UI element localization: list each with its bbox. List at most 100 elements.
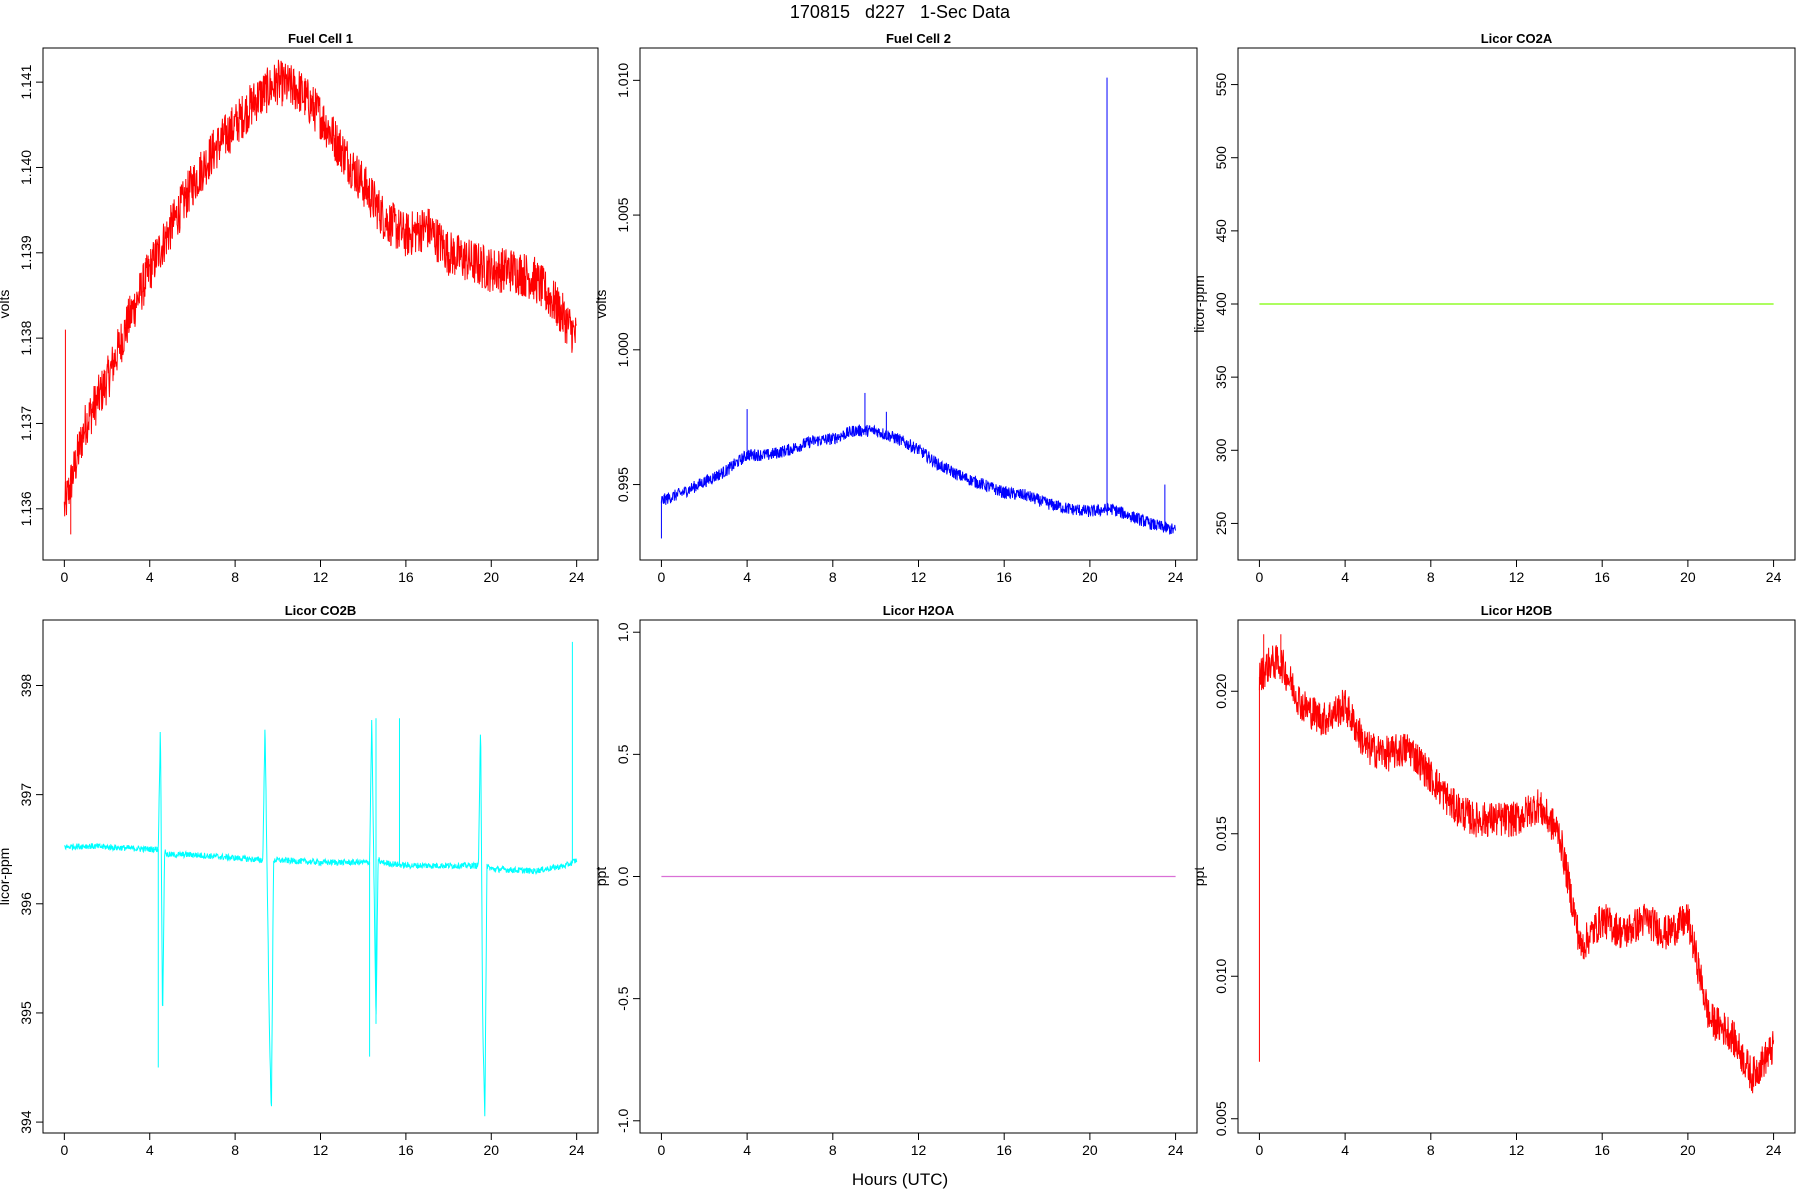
- x-tick-label: 12: [911, 1142, 927, 1158]
- x-tick-label: 4: [743, 569, 751, 585]
- x-tick-label: 20: [1680, 569, 1696, 585]
- figure-title: 170815 d227 1-Sec Data: [789, 2, 1011, 22]
- y-tick-label: 396: [18, 892, 34, 916]
- panel-title: Fuel Cell 2: [886, 31, 951, 46]
- panel-title: Licor CO2B: [285, 603, 357, 618]
- y-tick-label: 1.136: [18, 491, 34, 526]
- x-tick-label: 8: [231, 1142, 239, 1158]
- x-tick-label: 24: [1766, 569, 1782, 585]
- panel-title: Licor H2OA: [883, 603, 955, 618]
- x-tick-label: 20: [1680, 1142, 1696, 1158]
- y-tick-label: 1.010: [615, 63, 631, 98]
- y-tick-label: 0.0: [615, 867, 631, 887]
- y-axis-label: volts: [0, 290, 12, 319]
- y-axis-label: ppt: [1191, 867, 1207, 887]
- panel-1: Fuel Cell 2 volts 0 4 8 12 16 20 24 0.995 1.000 1.0…: [593, 31, 1198, 585]
- y-tick-label: 1.000: [615, 332, 631, 367]
- x-tick-label: 24: [569, 569, 585, 585]
- y-tick-label: 1.139: [18, 235, 34, 270]
- x-tick-label: 8: [829, 569, 837, 585]
- panel-3: Licor CO2B licor-ppm 0 4 8 12 16 20 24 394 395 396 3…: [0, 603, 599, 1158]
- panel-title: Licor H2OB: [1481, 603, 1553, 618]
- x-tick-label: 4: [146, 1142, 154, 1158]
- y-axis-label: licor-ppm: [0, 848, 12, 906]
- x-tick-label: 4: [1341, 1142, 1349, 1158]
- y-tick-label: 398: [18, 674, 34, 698]
- x-tick-label: 12: [911, 569, 927, 585]
- data-line: [64, 719, 578, 1117]
- panel-2: Licor CO2A licor-ppm 0 4 8 12 16 20 24 250 300 350 4…: [1191, 31, 1796, 585]
- x-tick-label: 0: [60, 1142, 68, 1158]
- x-tick-label: 0: [1256, 1142, 1264, 1158]
- x-tick-label: 24: [569, 1142, 585, 1158]
- y-tick-label: 397: [18, 783, 34, 807]
- y-tick-label: 250: [1213, 512, 1229, 536]
- y-tick-label: 400: [1213, 292, 1229, 316]
- x-tick-label: 16: [996, 569, 1012, 585]
- y-tick-label: 0.995: [615, 467, 631, 502]
- x-tick-label: 16: [1594, 1142, 1610, 1158]
- x-tick-label: 16: [398, 1142, 414, 1158]
- data-line: [660, 424, 1177, 535]
- x-tick-label: 8: [829, 1142, 837, 1158]
- x-tick-label: 8: [1427, 1142, 1435, 1158]
- x-tick-label: 12: [1509, 1142, 1525, 1158]
- x-tick-label: 16: [398, 569, 414, 585]
- x-tick-label: 0: [1256, 569, 1264, 585]
- panel-4: Licor H2OA ppt 0 4 8 12 16 20 24 -1.0 -0.5 0.0 0.5 1.…: [593, 603, 1198, 1158]
- y-tick-label: 1.138: [18, 320, 34, 355]
- panel-title: Fuel Cell 1: [288, 31, 353, 46]
- x-tick-label: 24: [1168, 1142, 1184, 1158]
- plot-frame: [1237, 619, 1796, 1134]
- x-tick-label: 4: [743, 1142, 751, 1158]
- y-tick-label: -1.0: [615, 1109, 631, 1133]
- y-tick-label: 1.141: [18, 64, 34, 99]
- x-tick-label: 0: [658, 569, 666, 585]
- panel-5: Licor H2OB ppt 0 4 8 12 16 20 24 0.005 0.010 0.015 0…: [1191, 603, 1796, 1158]
- x-tick-label: 20: [1082, 1142, 1098, 1158]
- x-tick-label: 8: [231, 569, 239, 585]
- y-tick-label: 1.005: [615, 197, 631, 232]
- x-tick-label: 0: [60, 569, 68, 585]
- panel-title: Licor CO2A: [1481, 31, 1553, 46]
- y-axis-label: ppt: [593, 867, 609, 887]
- x-tick-label: 12: [313, 569, 329, 585]
- y-tick-label: 500: [1213, 146, 1229, 170]
- y-tick-label: 1.0: [615, 622, 631, 642]
- x-tick-label: 8: [1427, 569, 1435, 585]
- y-tick-label: 1.140: [18, 150, 34, 185]
- y-tick-label: -0.5: [615, 986, 631, 1010]
- data-line: [1258, 645, 1775, 1094]
- figure-x-axis-label: Hours (UTC): [851, 1170, 949, 1189]
- x-tick-label: 20: [1082, 569, 1098, 585]
- y-axis-label: volts: [593, 290, 609, 319]
- x-tick-label: 4: [146, 569, 154, 585]
- y-tick-label: 0.020: [1213, 674, 1229, 709]
- y-tick-label: 0.005: [1213, 1101, 1229, 1136]
- data-line: [63, 59, 577, 517]
- y-tick-label: 350: [1213, 365, 1229, 389]
- x-tick-label: 0: [658, 1142, 666, 1158]
- y-tick-label: 0.010: [1213, 959, 1229, 994]
- y-tick-label: 395: [18, 1001, 34, 1025]
- plot-frame: [639, 47, 1198, 561]
- panel-0: Fuel Cell 1 volts 0 4 8 12 16 20 24 1.136 1.137 1.1…: [0, 31, 599, 585]
- y-tick-label: 300: [1213, 438, 1229, 462]
- x-tick-label: 12: [1509, 569, 1525, 585]
- y-tick-label: 550: [1213, 73, 1229, 97]
- y-tick-label: 394: [18, 1110, 34, 1134]
- x-tick-label: 24: [1168, 569, 1184, 585]
- x-tick-label: 4: [1341, 569, 1349, 585]
- x-tick-label: 24: [1766, 1142, 1782, 1158]
- plot-frame: [42, 619, 599, 1134]
- y-tick-label: 0.015: [1213, 816, 1229, 851]
- y-tick-label: 0.5: [615, 744, 631, 764]
- x-tick-label: 16: [1594, 569, 1610, 585]
- y-axis-label: licor-ppm: [1191, 275, 1207, 333]
- x-tick-label: 20: [483, 569, 499, 585]
- x-tick-label: 20: [483, 1142, 499, 1158]
- x-tick-label: 16: [996, 1142, 1012, 1158]
- y-tick-label: 1.137: [18, 406, 34, 441]
- x-tick-label: 12: [313, 1142, 329, 1158]
